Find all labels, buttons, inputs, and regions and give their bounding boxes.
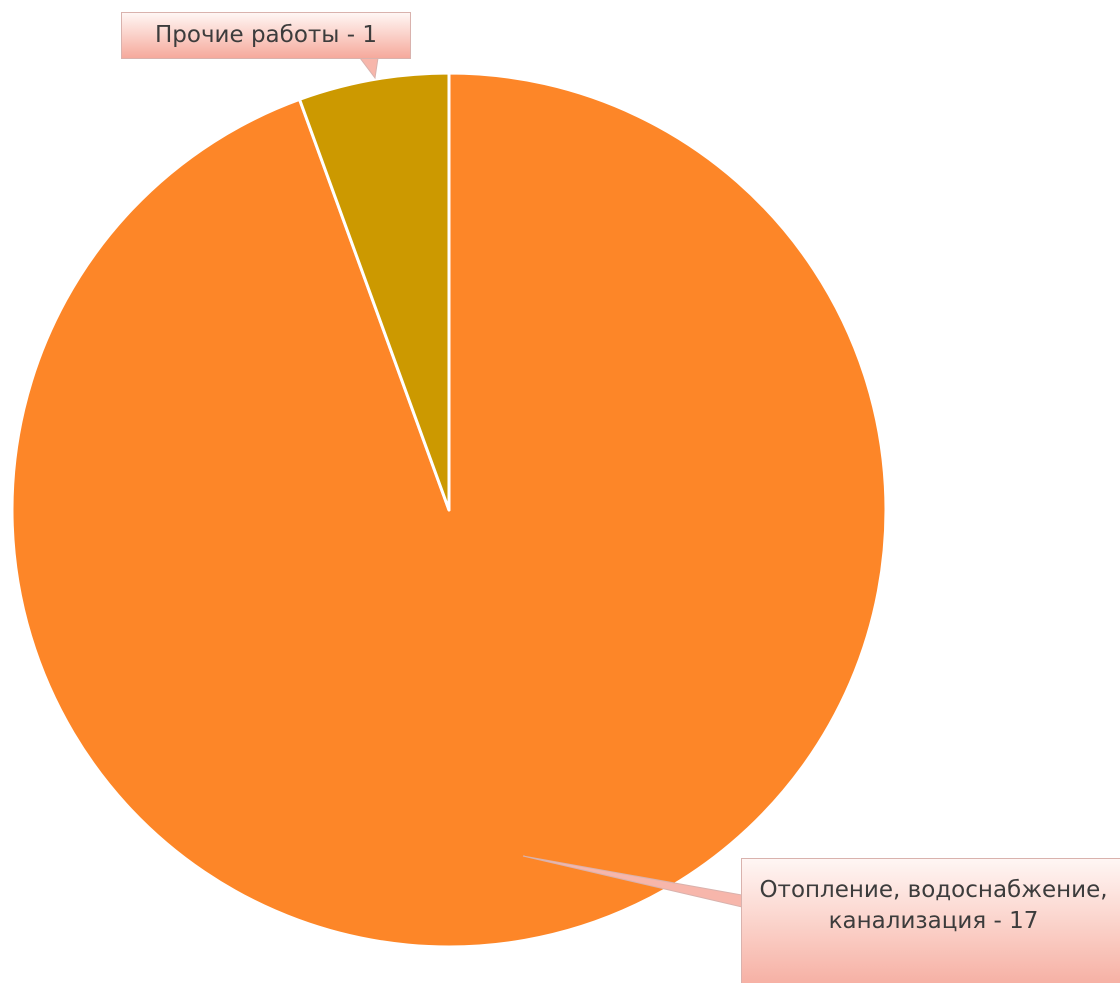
slice-label-other: Прочие работы - 1 [121, 12, 411, 59]
pie-slice-other [298, 71, 451, 512]
slice-label-heating: Отопление, водоснабжение, канализация - … [741, 858, 1120, 983]
leader-line-other [359, 57, 379, 80]
pie-slices [10, 71, 888, 949]
